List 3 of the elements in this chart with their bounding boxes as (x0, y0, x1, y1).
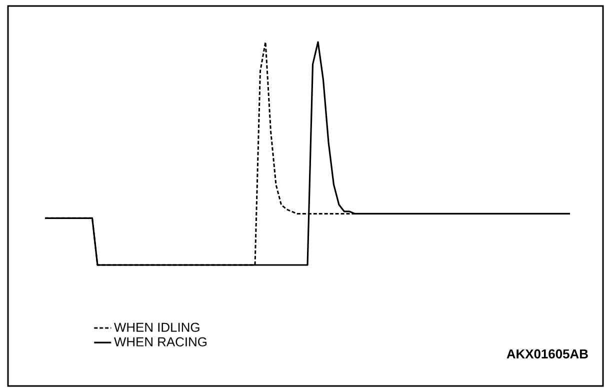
legend-label: WHEN IDLING (114, 322, 200, 332)
legend-label: WHEN RACING (114, 337, 206, 346)
text: AKX01605AB (506, 349, 588, 358)
